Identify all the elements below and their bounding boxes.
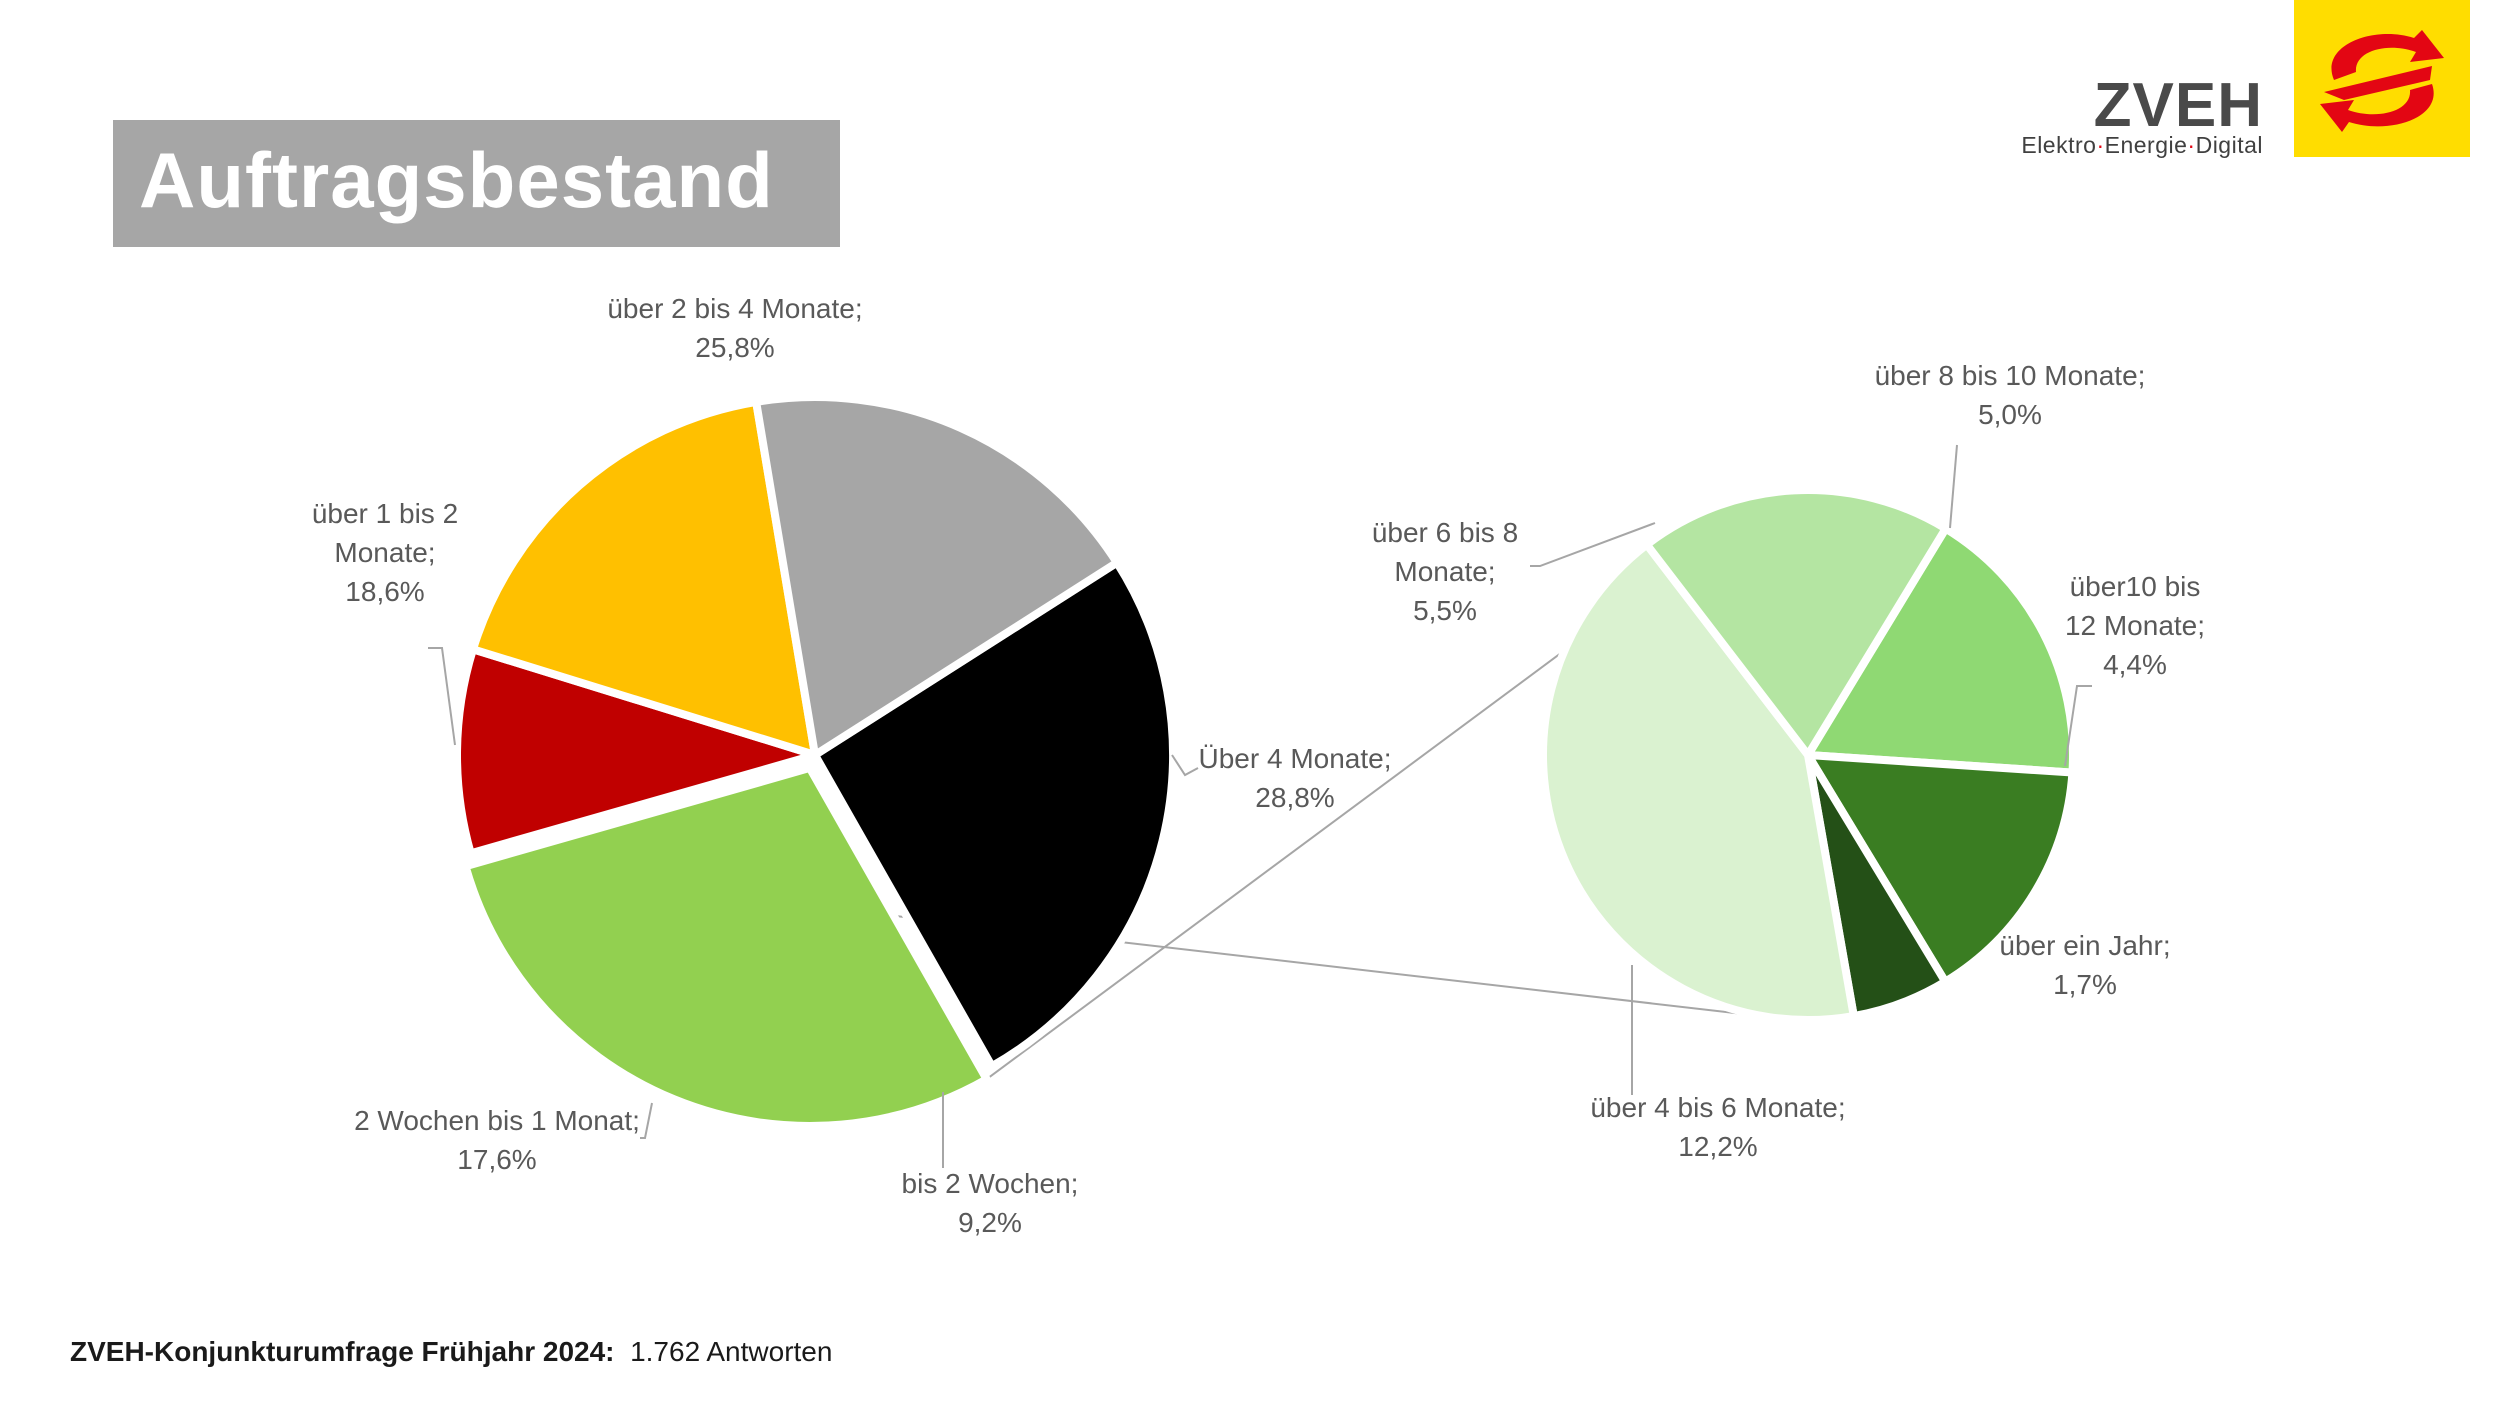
- secondary-slice-label: über10 bis 12 Monate; 4,4%: [2065, 571, 2205, 680]
- secondary-slice-label: über ein Jahr; 1,7%: [1999, 930, 2170, 1000]
- logo-tagline-part: Digital: [2195, 132, 2263, 158]
- main-pie-slice: [461, 763, 991, 1130]
- secondary-pie-slice: [1642, 486, 1950, 759]
- leader-line: [2064, 685, 2092, 767]
- footer-responses: 1.762 Antworten: [630, 1336, 833, 1367]
- logo-tagline: Elektro·Energie·Digital: [2021, 132, 2263, 159]
- secondary-slice-label: über 4 bis 6 Monate; 12,2%: [1590, 1092, 1845, 1162]
- secondary-pie-slice: [1804, 524, 2077, 777]
- secondary-slice-label: über 8 bis 10 Monate; 5,0%: [1875, 360, 2146, 430]
- logo-tagline-separator: ·: [2187, 132, 2196, 158]
- main-slice-label: bis 2 Wochen; 9,2%: [902, 1168, 1079, 1238]
- main-slice-label: über 2 bis 4 Monate; 25,8%: [607, 293, 862, 363]
- footer-source: ZVEH-Konjunkturumfrage Frühjahr 2024: 1.…: [70, 1336, 832, 1368]
- main-slice-label: Über 4 Monate; 28,8%: [1199, 743, 1392, 813]
- logo: ZVEH Elektro·Energie·Digital: [1990, 0, 2500, 160]
- footer-survey: ZVEH-Konjunkturumfrage Frühjahr 2024:: [70, 1336, 615, 1367]
- secondary-slice-label: über 6 bis 8 Monate; 5,5%: [1372, 517, 1518, 626]
- title-box: Auftragsbestand: [113, 120, 840, 247]
- leader-line: [1530, 522, 1656, 567]
- main-pie-slice: [752, 393, 1121, 759]
- zveh-logo-icon: [2294, 0, 2470, 157]
- main-pie-slice: [468, 397, 819, 759]
- main-slice-label: über 1 bis 2 Monate; 18,6%: [312, 498, 458, 607]
- main-pie-slice: [811, 558, 1177, 1071]
- leader-line: [640, 1102, 653, 1139]
- secondary-pie-slice: [1539, 540, 1858, 1024]
- leader-line: [428, 647, 456, 746]
- leader-line: [1171, 754, 1199, 777]
- page-title: Auftragsbestand: [139, 136, 774, 224]
- logo-name: ZVEH: [2093, 71, 2263, 140]
- leader-line: [1949, 444, 1958, 529]
- secondary-pie-slice: [1804, 751, 2077, 986]
- logo-tagline-part: Elektro: [2021, 132, 2097, 158]
- logo-tagline-separator: ·: [2096, 132, 2105, 158]
- logo-tagline-part: Energie: [2104, 132, 2188, 158]
- main-pie-slice: [453, 645, 819, 858]
- main-slice-label: 2 Wochen bis 1 Monat; 17,6%: [354, 1105, 640, 1175]
